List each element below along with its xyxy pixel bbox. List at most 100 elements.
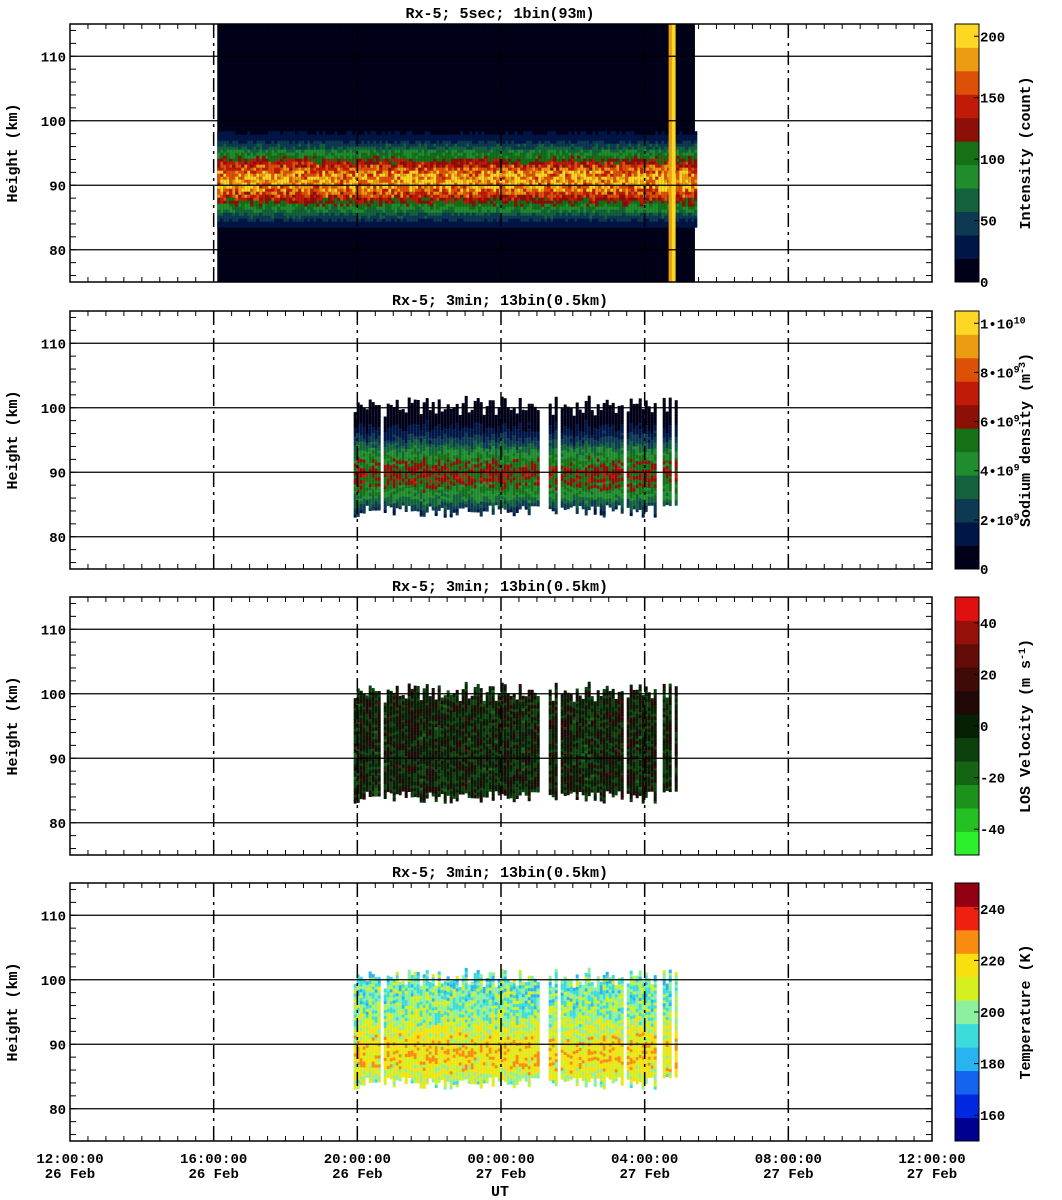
heatmap-cell xyxy=(610,185,614,189)
heatmap-cell xyxy=(307,173,311,177)
heatmap-cell xyxy=(325,134,329,138)
heatmap-cell xyxy=(466,182,470,186)
heatmap-cell xyxy=(265,197,269,201)
heatmap-cell xyxy=(226,161,230,165)
heatmap-cell xyxy=(313,188,317,192)
heatmap-cell xyxy=(652,137,656,141)
heatmap-cell xyxy=(259,167,263,171)
heatmap-cell xyxy=(226,215,230,219)
heatmap-cell xyxy=(259,155,263,159)
heatmap-cell xyxy=(403,137,407,141)
heatmap-cell xyxy=(289,182,293,186)
heatmap-cell xyxy=(295,131,299,135)
heatmap-cell xyxy=(634,149,638,153)
heatmap-cell xyxy=(412,191,416,195)
heatmap-cell xyxy=(568,224,572,228)
heatmap-cell xyxy=(583,194,587,198)
heatmap-cell xyxy=(580,188,584,192)
heatmap-cell xyxy=(250,149,254,153)
heatmap-cell xyxy=(574,146,578,150)
heatmap-cell xyxy=(655,167,659,171)
heatmap-cell xyxy=(352,215,356,219)
heatmap-cell xyxy=(436,185,440,189)
heatmap-cell xyxy=(445,206,449,210)
heatmap-cell xyxy=(610,140,614,144)
heatmap-cell xyxy=(439,158,443,162)
heatmap-cell xyxy=(571,137,575,141)
heatmap-cell xyxy=(412,137,416,141)
heatmap-cell xyxy=(541,149,545,153)
heatmap-cell xyxy=(454,206,458,210)
heatmap-cell xyxy=(241,200,245,204)
heatmap-cell xyxy=(535,140,539,144)
heatmap-cell xyxy=(619,200,623,204)
heatmap-cell xyxy=(346,206,350,210)
heatmap-cell xyxy=(475,176,479,180)
heatmap-cell xyxy=(604,191,608,195)
heatmap-cell xyxy=(505,182,509,186)
heatmap-cell xyxy=(406,203,410,207)
heatmap-cell xyxy=(295,209,299,213)
heatmap-cell xyxy=(604,134,608,138)
heatmap-cell xyxy=(493,218,497,222)
heatmap-cell xyxy=(463,176,467,180)
heatmap-cell xyxy=(616,167,620,171)
heatmap-cell xyxy=(520,224,524,228)
heatmap-cell xyxy=(433,185,437,189)
heatmap-cell xyxy=(613,167,617,171)
heatmap-cell xyxy=(682,200,686,204)
heatmap-cell xyxy=(313,152,317,156)
heatmap-cell xyxy=(619,164,623,168)
heatmap-cell xyxy=(310,146,314,150)
heatmap-cell xyxy=(298,143,302,147)
heatmap-cell xyxy=(520,155,524,159)
heatmap-cell xyxy=(457,140,461,144)
heatmap-cell xyxy=(631,221,635,225)
heatmap-cell xyxy=(598,206,602,210)
heatmap-cell xyxy=(472,206,476,210)
heatmap-cell xyxy=(613,188,617,192)
heatmap-cell xyxy=(238,140,242,144)
heatmap-cell xyxy=(280,176,284,180)
heatmap-cell xyxy=(424,185,428,189)
heatmap-cell xyxy=(385,161,389,165)
heatmap-cell xyxy=(262,215,266,219)
heatmap-cell xyxy=(424,161,428,165)
heatmap-cell xyxy=(580,164,584,168)
heatmap-cell xyxy=(385,152,389,156)
heatmap-cell xyxy=(646,203,650,207)
heatmap-cell xyxy=(496,188,500,192)
heatmap-cell xyxy=(427,224,431,228)
heatmap-cell xyxy=(286,173,290,177)
heatmap-cell xyxy=(550,143,554,147)
heatmap-cell xyxy=(424,155,428,159)
heatmap-cell xyxy=(499,173,503,177)
heatmap-cell xyxy=(478,209,482,213)
heatmap-cell xyxy=(373,194,377,198)
heatmap-cell xyxy=(526,173,530,177)
heatmap-cell xyxy=(586,203,590,207)
heatmap-cell xyxy=(661,212,665,216)
heatmap-cell xyxy=(577,173,581,177)
heatmap-cell xyxy=(586,137,590,141)
heatmap-cell xyxy=(583,134,587,138)
heatmap-cell xyxy=(613,185,617,189)
heatmap-cell xyxy=(247,185,251,189)
heatmap-cell xyxy=(619,176,623,180)
heatmap-cell xyxy=(502,185,506,189)
heatmap-cell xyxy=(466,191,470,195)
heatmap-cell xyxy=(628,155,632,159)
heatmap-cell xyxy=(586,215,590,219)
heatmap-cell xyxy=(490,158,494,162)
heatmap-cell xyxy=(439,224,443,228)
heatmap-cell xyxy=(340,134,344,138)
heatmap-cell xyxy=(442,164,446,168)
heatmap-cell xyxy=(637,170,641,174)
heatmap-cell xyxy=(367,170,371,174)
heatmap-cell xyxy=(394,134,398,138)
heatmap-cell xyxy=(469,212,473,216)
heatmap-cell xyxy=(589,152,593,156)
heatmap-cell xyxy=(289,191,293,195)
heatmap-cell xyxy=(286,203,290,207)
heatmap-cell xyxy=(559,167,563,171)
